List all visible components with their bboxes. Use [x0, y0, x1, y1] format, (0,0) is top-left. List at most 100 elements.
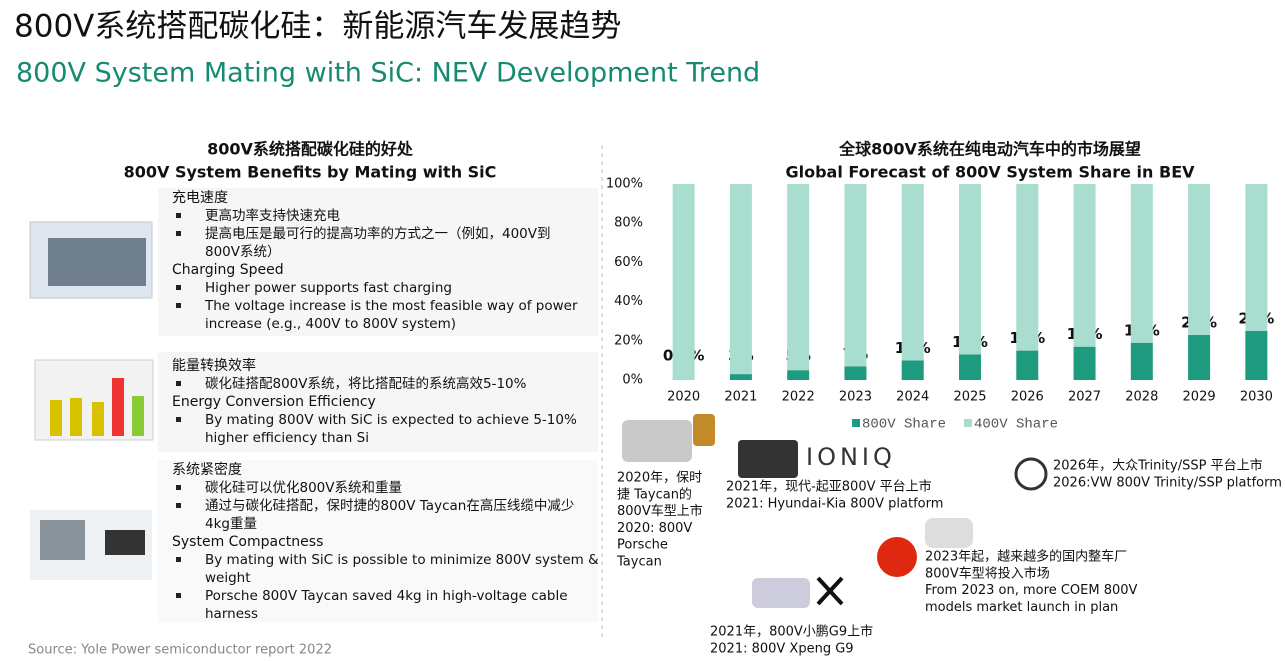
x-tick-label: 2023: [839, 390, 872, 405]
y-tick-label: 20%: [614, 333, 643, 348]
x-tick-label: 2025: [953, 390, 986, 405]
ioniq-logo: IONIQ: [806, 443, 896, 471]
bar-image-part: [70, 398, 82, 436]
x-tick-label: 2021: [724, 390, 757, 405]
bullet: [176, 303, 181, 308]
bullet-text: 碳化硅搭配800V系统，将比搭配硅的系统高效5-10%: [205, 375, 527, 392]
milestone-text: 2021年，800V小鹏G9上市: [710, 624, 873, 640]
bar-segment: [844, 184, 867, 367]
porsche-car: [622, 420, 692, 462]
bullet-text: higher efficiency than Si: [205, 430, 369, 446]
bullet: [176, 557, 181, 562]
bullet-text: 提高电压是最可行的提高功率的方式之一（例如，400V到: [205, 225, 551, 242]
xpeng-car: [752, 578, 810, 608]
legend-label: 800V Share: [862, 417, 946, 433]
legend-label: 400V Share: [974, 417, 1058, 433]
bar-segment: [901, 360, 924, 380]
bar-segment: [787, 370, 810, 380]
x-tick-label: 2028: [1125, 390, 1158, 405]
milestone-text: Porsche: [617, 538, 668, 553]
bar-segment: [787, 184, 810, 371]
china-flag: [877, 537, 917, 577]
y-tick-label: 80%: [614, 216, 643, 231]
milestone-text: 捷 Taycan的: [617, 486, 692, 502]
chart-title: 全球800V系统在纯电动汽车中的市场展望: [838, 140, 1141, 159]
bar-segment: [1073, 184, 1096, 347]
milestone-text: Taycan: [616, 555, 662, 570]
porsche-logo: [693, 414, 715, 446]
milestone-text: 2021: Hyundai-Kia 800V platform: [726, 496, 943, 511]
milestone-text: 2023年起，越来越多的国内整车厂: [925, 549, 1127, 565]
block-heading: 能量转换效率: [172, 357, 256, 374]
bar-segment: [959, 184, 981, 355]
block-heading: Energy Conversion Efficiency: [172, 394, 376, 410]
bar-segment: [1245, 184, 1268, 331]
module-image-part: [105, 530, 145, 555]
bar-image-part: [112, 378, 124, 436]
hyundai-car: [738, 440, 798, 478]
bullet: [176, 593, 181, 598]
bullet-text: weight: [205, 570, 251, 586]
milestone-text: From 2023 on, more COEM 800V: [925, 583, 1138, 598]
bar-segment: [901, 184, 924, 361]
block-heading: 系统紧密度: [172, 461, 242, 478]
milestone-text: 2026年，大众Trinity/SSP 平台上市: [1053, 458, 1263, 474]
bullet: [176, 485, 181, 490]
bullet: [176, 213, 181, 218]
bullet-text: 800V系统）: [205, 244, 281, 260]
ev-car: [925, 518, 973, 548]
bar-segment: [959, 354, 981, 380]
x-tick-label: 2020: [667, 390, 700, 405]
bullet-text: harness: [205, 606, 258, 622]
module-image-part: [40, 520, 85, 560]
bar-segment: [729, 374, 752, 380]
bullet-text: By mating 800V with SiC is expected to a…: [205, 412, 577, 428]
bar-segment: [1016, 184, 1039, 351]
bullet-text: By mating with SiC is possible to minimi…: [205, 552, 599, 568]
bar-image-part: [50, 400, 62, 436]
block-heading: 充电速度: [172, 190, 228, 206]
bullet-text: 更高功率支持快速充电: [205, 207, 340, 224]
vw-logo: [1014, 457, 1048, 491]
bar-segment: [1188, 334, 1211, 380]
x-tick-label: 2027: [1068, 390, 1101, 405]
bullet: [176, 285, 181, 290]
bullet-text: Higher power supports fast charging: [205, 280, 452, 296]
block-bg: [158, 188, 598, 336]
bar-segment: [672, 184, 695, 380]
bar-segment: [844, 366, 867, 380]
milestone-text: 2021年，现代-起亚800V 平台上市: [726, 479, 932, 495]
bar-image-part: [92, 402, 104, 436]
bullet: [176, 417, 181, 422]
y-tick-label: 40%: [614, 294, 643, 309]
block-heading: System Compactness: [172, 534, 323, 550]
y-tick-label: 60%: [614, 255, 643, 270]
bar-segment: [1016, 350, 1039, 380]
bar-segment: [1073, 346, 1096, 380]
block-bg: [158, 460, 598, 622]
bar-segment: [1188, 184, 1211, 335]
legend-swatch: [852, 419, 860, 427]
milestone-text: 800V车型将投入市场: [925, 565, 1050, 581]
xpeng-logo: [816, 576, 844, 606]
bullet-text: 通过与碳化硅搭配，保时捷的800V Taycan在高压线缆中减少: [205, 497, 574, 514]
legend-swatch: [964, 419, 972, 427]
chart-subtitle: Global Forecast of 800V System Share in …: [785, 163, 1195, 182]
bullet: [176, 503, 181, 508]
x-tick-label: 2030: [1240, 390, 1273, 405]
y-tick-label: 100%: [606, 177, 643, 192]
chart-image-part: [48, 238, 146, 286]
bar-segment: [1130, 342, 1153, 380]
bar-segment: [1245, 331, 1268, 380]
x-tick-label: 2022: [782, 390, 815, 405]
block-heading: Charging Speed: [172, 262, 284, 278]
bullet: [176, 231, 181, 236]
x-tick-label: 2029: [1183, 390, 1216, 405]
bullet-text: The voltage increase is the most feasibl…: [204, 298, 578, 314]
milestone-text: 2021: 800V Xpeng G9: [710, 641, 854, 656]
block-bg: [158, 352, 598, 452]
milestone-text: 2026:VW 800V Trinity/SSP platform: [1053, 475, 1282, 490]
milestone-text: models market launch in plan: [925, 600, 1118, 615]
x-tick-label: 2024: [896, 390, 929, 405]
